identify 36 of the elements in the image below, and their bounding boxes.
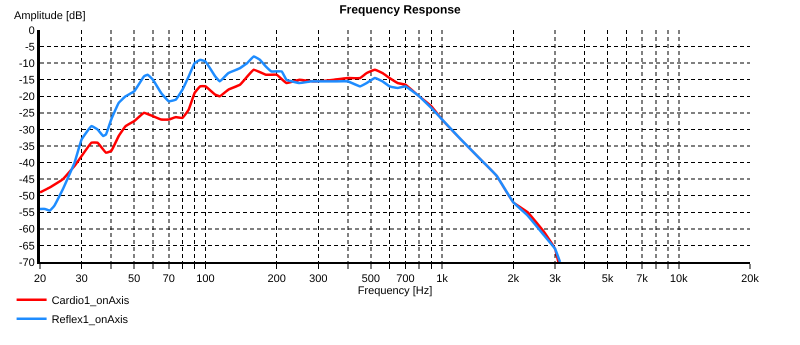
x-tick-label: 5k [602,273,614,286]
y-tick-label: -15 [18,74,35,87]
y-tick-label: 0 [28,24,35,37]
x-tick-label: 20k [741,273,760,286]
x-tick-label: 10k [670,273,688,286]
y-tick-label: -10 [18,58,35,70]
x-axis-title: Frequency [Hz] [358,285,432,298]
legend-label: Cardio1_onAxis [52,294,130,307]
x-tick-label: 700 [396,273,415,286]
y-tick-label: -65 [18,240,35,252]
y-tick-label: -45 [18,174,35,186]
y-axis-title: Amplitude [dB] [14,10,86,22]
chart-title: Frequency Response [339,2,462,17]
y-tick-label: -30 [18,124,35,136]
x-tick-label: 300 [309,273,328,286]
y-tick-label: -60 [18,224,35,236]
y-tick-label: -35 [18,140,35,153]
x-tick-label: 70 [162,273,175,286]
x-tick-label: 20 [34,273,46,286]
x-tick-label: 2k [508,273,520,286]
x-tick-label: 7k [636,273,648,286]
y-tick-label: -25 [18,108,35,120]
y-tick-label: -40 [18,157,35,170]
y-tick-label: -5 [25,41,35,54]
x-tick-label: 30 [76,273,88,286]
legend-label: Reflex1_onAxis [52,314,129,326]
y-tick-label: -55 [18,207,35,220]
x-tick-label: 50 [128,273,140,286]
y-tick-label: -50 [18,190,35,203]
x-tick-label: 3k [549,273,562,286]
x-tick-label: 100 [196,273,215,286]
y-tick-label: -70 [18,256,35,269]
y-tick-label: -20 [18,91,35,104]
x-tick-label: 1k [436,273,448,286]
x-tick-label: 200 [267,273,286,286]
x-tick-label: 500 [362,273,380,286]
